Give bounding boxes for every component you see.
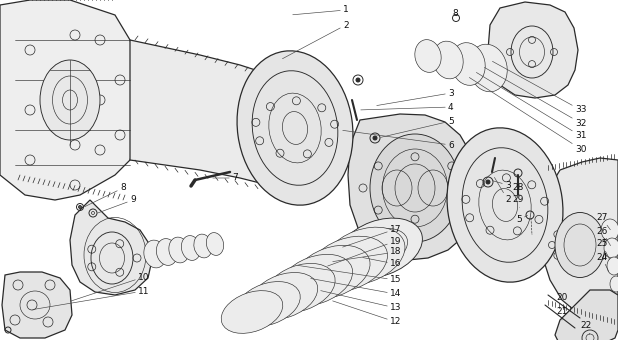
Text: 3: 3 [493, 181, 510, 189]
Ellipse shape [144, 240, 166, 268]
Text: 5: 5 [381, 117, 454, 137]
Circle shape [373, 136, 377, 140]
Ellipse shape [323, 227, 405, 285]
Ellipse shape [181, 236, 201, 260]
Polygon shape [70, 200, 152, 295]
Text: 21: 21 [556, 307, 567, 320]
Text: 10: 10 [70, 272, 150, 301]
Polygon shape [348, 114, 476, 260]
Text: 28: 28 [512, 183, 523, 195]
Ellipse shape [279, 254, 353, 306]
Text: 30: 30 [469, 78, 586, 153]
Text: 6: 6 [343, 130, 454, 150]
Ellipse shape [604, 238, 618, 258]
Polygon shape [555, 290, 618, 340]
Text: 24: 24 [596, 253, 609, 272]
Text: 20: 20 [556, 293, 567, 305]
Circle shape [78, 205, 82, 208]
Text: 3: 3 [377, 88, 454, 105]
Text: 8: 8 [452, 10, 458, 18]
Circle shape [486, 180, 490, 184]
Ellipse shape [221, 291, 283, 333]
Ellipse shape [294, 245, 370, 299]
Text: 18: 18 [332, 248, 402, 261]
Ellipse shape [337, 218, 422, 278]
Ellipse shape [601, 219, 618, 241]
Ellipse shape [447, 128, 563, 282]
Ellipse shape [308, 236, 387, 292]
Ellipse shape [235, 282, 300, 326]
Ellipse shape [370, 134, 460, 242]
Ellipse shape [415, 40, 441, 72]
Polygon shape [130, 40, 310, 195]
Text: 26: 26 [596, 226, 611, 245]
Ellipse shape [156, 239, 177, 266]
Text: 16: 16 [363, 257, 402, 269]
Text: 15: 15 [298, 266, 402, 285]
Text: 12: 12 [332, 301, 401, 326]
Text: 14: 14 [311, 278, 401, 299]
Ellipse shape [265, 264, 335, 312]
Text: 31: 31 [476, 72, 586, 140]
Ellipse shape [555, 212, 605, 277]
Polygon shape [2, 272, 72, 338]
Text: 9: 9 [98, 195, 136, 213]
Ellipse shape [237, 51, 353, 205]
Text: 32: 32 [485, 67, 586, 128]
Text: 29: 29 [512, 195, 523, 207]
Text: 33: 33 [493, 61, 586, 115]
Ellipse shape [194, 234, 212, 258]
Circle shape [356, 78, 360, 82]
Polygon shape [488, 2, 578, 98]
Polygon shape [540, 158, 618, 322]
Text: 13: 13 [321, 291, 402, 312]
Ellipse shape [433, 41, 464, 79]
Text: 17: 17 [342, 224, 402, 247]
Text: 7: 7 [213, 173, 238, 183]
Text: 2: 2 [282, 20, 349, 59]
Ellipse shape [451, 43, 485, 85]
Ellipse shape [206, 233, 224, 255]
Ellipse shape [469, 44, 507, 92]
Ellipse shape [610, 276, 618, 292]
Text: 2: 2 [494, 177, 510, 204]
Ellipse shape [40, 60, 100, 140]
Ellipse shape [169, 237, 189, 263]
Text: 25: 25 [596, 239, 610, 259]
Text: 19: 19 [328, 237, 402, 266]
Text: 1: 1 [293, 5, 349, 15]
Text: 5: 5 [516, 215, 528, 224]
Text: 4: 4 [361, 102, 454, 112]
Text: 22: 22 [580, 322, 591, 335]
Ellipse shape [607, 257, 618, 275]
Polygon shape [0, 0, 140, 200]
Text: 8: 8 [85, 184, 125, 207]
Ellipse shape [250, 273, 318, 320]
Text: 11: 11 [33, 287, 150, 309]
Text: 27: 27 [596, 214, 611, 230]
